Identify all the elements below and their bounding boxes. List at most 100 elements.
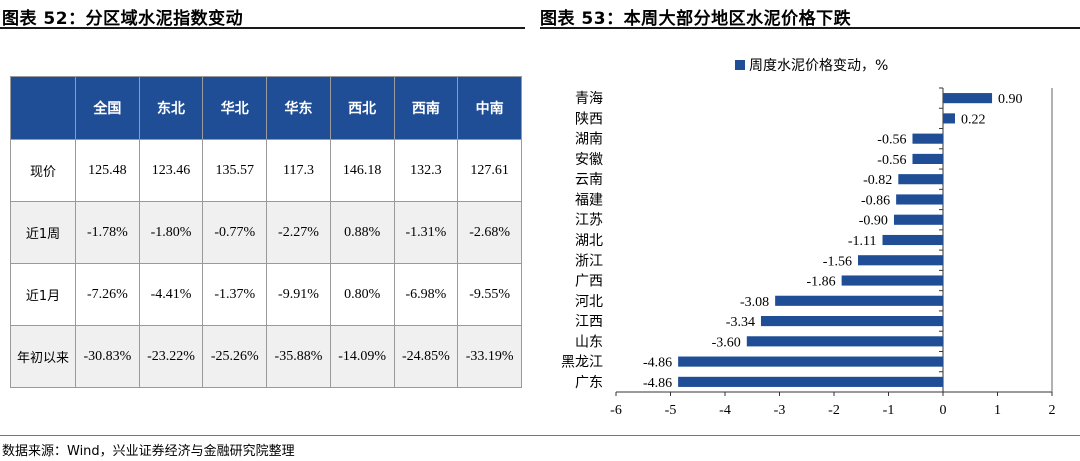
data-label: -1.86 bbox=[806, 275, 835, 290]
data-label: 0.90 bbox=[998, 92, 1023, 107]
category-label: 湖南 bbox=[575, 132, 603, 148]
bar bbox=[746, 336, 943, 347]
data-label: -1.56 bbox=[823, 254, 852, 269]
table-cell: -35.88% bbox=[266, 325, 331, 388]
data-label: -3.08 bbox=[740, 295, 769, 310]
data-label: -0.56 bbox=[877, 133, 906, 148]
table-cell: 0.80% bbox=[329, 263, 395, 326]
legend-swatch bbox=[735, 60, 745, 70]
x-tick-label: -2 bbox=[828, 403, 840, 418]
table-cell: -1.37% bbox=[202, 263, 268, 326]
category-label: 河北 bbox=[575, 294, 603, 310]
category-label: 江苏 bbox=[575, 213, 603, 229]
bar bbox=[841, 275, 943, 286]
left-title-divider bbox=[0, 27, 525, 29]
header-northwest: 西北 bbox=[329, 76, 395, 140]
category-label: 湖北 bbox=[575, 233, 603, 249]
table-cell: -30.83% bbox=[75, 325, 140, 388]
table-row: 年初以来 -30.83% -23.22% -25.26% -35.88% -14… bbox=[10, 325, 522, 388]
bar bbox=[943, 93, 993, 104]
category-label: 江西 bbox=[575, 314, 603, 330]
x-tick-label: 0 bbox=[940, 403, 947, 418]
table-cell: 127.61 bbox=[457, 139, 522, 202]
category-label: 云南 bbox=[575, 172, 603, 188]
data-source-note: 数据来源：Wind，兴业证券经济与金融研究院整理 bbox=[2, 444, 295, 459]
category-label: 黑龙江 bbox=[561, 355, 603, 371]
table-cell: 146.18 bbox=[329, 139, 395, 202]
bar bbox=[678, 376, 943, 387]
table-cell: -25.26% bbox=[202, 325, 268, 388]
table-row: 近1周 -1.78% -1.80% -0.77% -2.27% 0.88% -1… bbox=[10, 201, 522, 264]
data-label: -0.56 bbox=[877, 153, 906, 168]
table-row: 近1月 -7.26% -4.41% -1.37% -9.91% 0.80% -6… bbox=[10, 263, 522, 326]
data-label: -4.86 bbox=[643, 376, 672, 391]
header-north: 华北 bbox=[202, 76, 268, 140]
category-label: 广东 bbox=[575, 375, 603, 391]
bar bbox=[760, 316, 943, 327]
source-divider bbox=[0, 435, 1080, 436]
table-cell: -9.55% bbox=[457, 263, 522, 326]
table-row: 现价 125.48 123.46 135.57 117.3 146.18 132… bbox=[10, 139, 522, 202]
table-cell: 135.57 bbox=[202, 139, 268, 202]
bar bbox=[896, 194, 943, 205]
category-label: 安徽 bbox=[575, 152, 603, 168]
cement-index-table: 全国 东北 华北 华东 西北 西南 中南 现价 125.48 123.46 13… bbox=[10, 76, 522, 388]
category-label: 广西 bbox=[575, 274, 603, 290]
table-cell: 117.3 bbox=[266, 139, 331, 202]
table-cell: 123.46 bbox=[138, 139, 204, 202]
x-tick-label: 1 bbox=[994, 403, 1001, 418]
table-cell: -2.27% bbox=[266, 201, 331, 264]
data-label: -3.34 bbox=[726, 315, 755, 330]
bar bbox=[898, 174, 943, 185]
row-label: 现价 bbox=[10, 139, 76, 202]
bar bbox=[882, 234, 943, 246]
data-label: -0.90 bbox=[859, 214, 888, 229]
right-title-divider bbox=[540, 27, 1080, 29]
right-panel-title: 图表 53：本周大部分地区水泥价格下跌 bbox=[540, 9, 852, 29]
x-tick-label: 2 bbox=[1049, 403, 1056, 418]
category-label: 浙江 bbox=[575, 253, 603, 269]
table-cell: -6.98% bbox=[393, 263, 459, 326]
header-southwest: 西南 bbox=[393, 76, 459, 140]
header-national: 全国 bbox=[75, 76, 140, 140]
bar bbox=[775, 295, 943, 306]
table-cell: 132.3 bbox=[393, 139, 459, 202]
bar bbox=[943, 113, 955, 124]
row-label: 年初以来 bbox=[10, 325, 76, 388]
legend-label: 周度水泥价格变动，% bbox=[749, 58, 888, 74]
table-cell: -14.09% bbox=[329, 325, 395, 388]
table-cell: -33.19% bbox=[457, 325, 522, 388]
data-label: -3.60 bbox=[712, 335, 741, 350]
x-tick-label: -1 bbox=[883, 403, 895, 418]
header-east: 华东 bbox=[266, 76, 331, 140]
bar bbox=[893, 214, 943, 225]
table-cell: -1.78% bbox=[75, 201, 140, 264]
left-panel-title: 图表 52：分区域水泥指数变动 bbox=[2, 9, 244, 29]
table-cell: -2.68% bbox=[457, 201, 522, 264]
category-label: 陕西 bbox=[575, 111, 603, 127]
table-cell: -1.80% bbox=[138, 201, 204, 264]
price-change-bar-chart: 周度水泥价格变动，% -6 -5 -4 -3 -2 -1 0 1 2 青海 0.90 陕西 0.22 湖南 -… bbox=[561, 58, 1056, 418]
data-label: -4.86 bbox=[643, 356, 672, 371]
data-label: -1.11 bbox=[848, 234, 877, 249]
bar bbox=[912, 133, 943, 144]
table-cell: -9.91% bbox=[266, 263, 331, 326]
table-cell: -4.41% bbox=[138, 263, 204, 326]
data-label: 0.22 bbox=[961, 112, 986, 127]
table-cell: -24.85% bbox=[393, 325, 459, 388]
x-tick-label: -5 bbox=[665, 403, 677, 418]
row-label: 近1月 bbox=[10, 263, 76, 326]
table-header-row: 全国 东北 华北 华东 西北 西南 中南 bbox=[10, 76, 522, 140]
x-tick-label: -4 bbox=[719, 403, 731, 418]
data-label: -0.86 bbox=[861, 193, 890, 208]
header-northeast: 东北 bbox=[138, 76, 204, 140]
data-label: -0.82 bbox=[863, 173, 892, 188]
table-cell: 125.48 bbox=[75, 139, 140, 202]
table-cell: -1.31% bbox=[393, 201, 459, 264]
category-label: 青海 bbox=[575, 91, 603, 107]
bar bbox=[678, 356, 943, 367]
bar bbox=[912, 153, 943, 164]
header-central-south: 中南 bbox=[457, 76, 522, 140]
table-cell: -0.77% bbox=[202, 201, 268, 264]
category-label: 福建 bbox=[575, 192, 603, 208]
